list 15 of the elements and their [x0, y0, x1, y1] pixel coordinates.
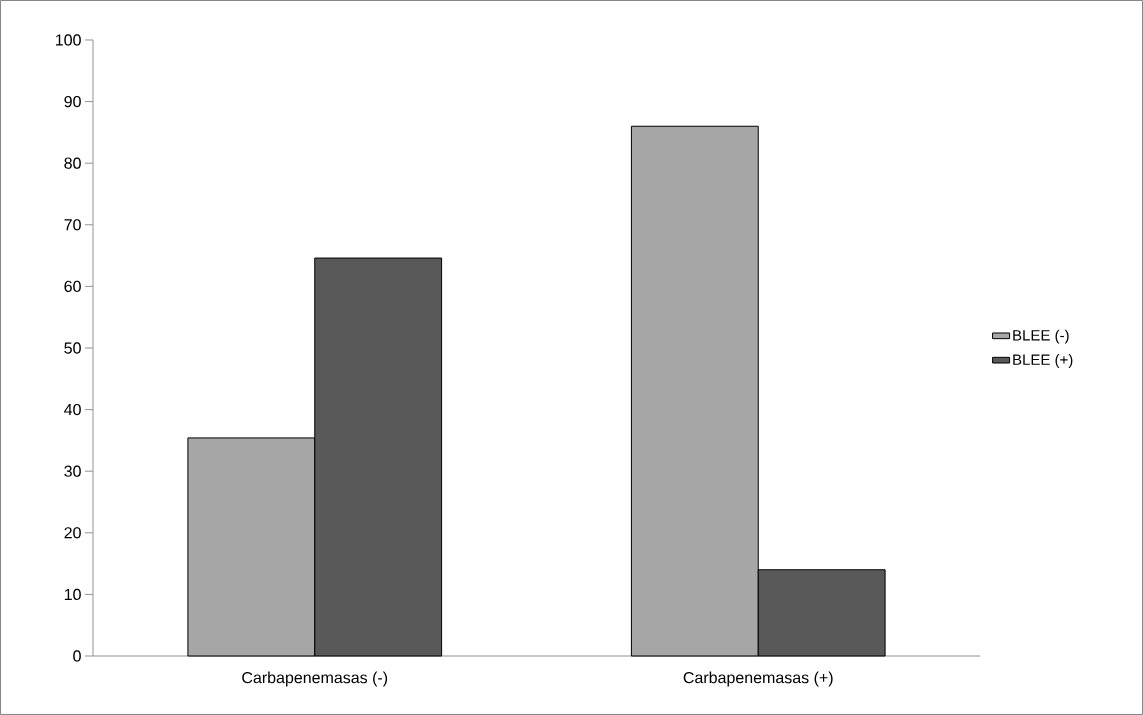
- y-tick-label: 70: [64, 219, 81, 231]
- y-tick-label: 80: [64, 157, 81, 169]
- x-tick-label: Carbapenemasas (+): [683, 671, 833, 687]
- y-tick-label: 40: [64, 403, 81, 416]
- y-tick-label: 10: [64, 588, 81, 601]
- legend-label: BLEE (-): [1013, 329, 1069, 344]
- y-tick-label: 100: [56, 34, 81, 46]
- y-tick-label: 30: [64, 465, 81, 477]
- y-tick-label: 50: [64, 342, 81, 354]
- y-tick-label: 60: [64, 280, 81, 293]
- legend-label: BLEE (+): [1013, 353, 1073, 368]
- x-tick-label: Carbapenemasas (-): [242, 671, 388, 687]
- y-tick-label: 0: [73, 650, 81, 662]
- y-tick-label: 20: [64, 527, 81, 539]
- y-tick-label: 90: [64, 95, 81, 108]
